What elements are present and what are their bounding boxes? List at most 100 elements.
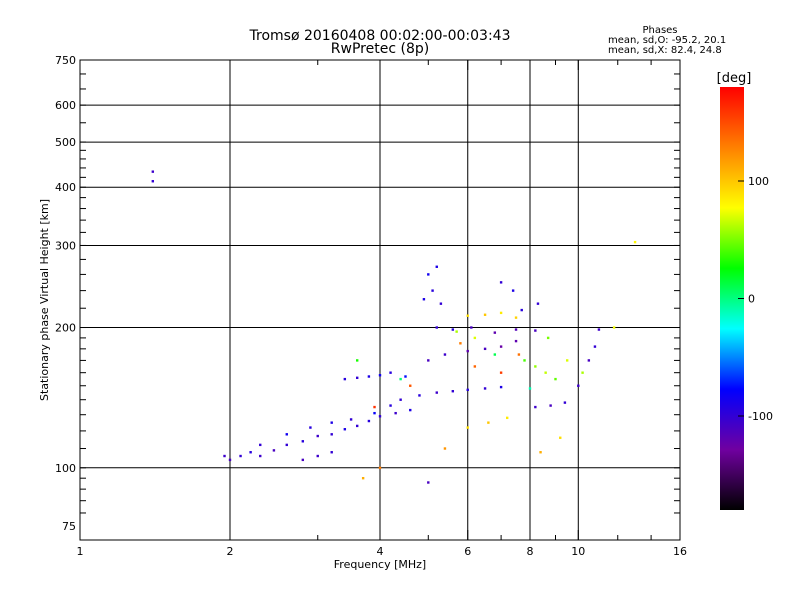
- data-point: [470, 326, 473, 329]
- data-point: [151, 180, 155, 183]
- data-point: [473, 365, 477, 368]
- data-point: [633, 240, 637, 244]
- data-point: [459, 342, 462, 345]
- data-point: [483, 347, 487, 351]
- data-point: [427, 481, 430, 484]
- x-tick-label: 8: [527, 545, 534, 558]
- data-point: [514, 339, 518, 343]
- data-point: [499, 371, 503, 374]
- data-point: [593, 345, 597, 348]
- data-point: [493, 353, 497, 356]
- data-point: [511, 289, 515, 292]
- data-point: [378, 415, 382, 418]
- x-tick-labels: 1 2 4 6 8 10 16: [77, 545, 688, 558]
- data-point: [534, 365, 537, 368]
- data-point: [534, 405, 537, 409]
- data-point: [373, 411, 376, 415]
- data-point: [409, 408, 412, 412]
- data-point: [349, 418, 353, 421]
- data-point: [239, 454, 242, 458]
- axis-ticks: [79, 60, 681, 540]
- y-tick-label: 500: [55, 136, 76, 149]
- data-point: [427, 359, 430, 362]
- data-point: [422, 298, 426, 301]
- stats-heading: Phases: [642, 25, 677, 36]
- data-point: [466, 349, 469, 353]
- data-point: [285, 433, 288, 436]
- data-point: [223, 454, 226, 458]
- data-point: [439, 302, 443, 305]
- data-point: [517, 353, 521, 356]
- data-point: [581, 371, 584, 374]
- data-point: [389, 371, 392, 374]
- x-axis-label: Frequency [MHz]: [334, 558, 426, 571]
- data-point: [451, 328, 455, 331]
- colorbar-unit: [deg]: [717, 71, 752, 86]
- data-point: [427, 273, 430, 276]
- data-point: [435, 265, 438, 268]
- stats-line-o: mean, sd,O: -95.2, 20.1: [608, 35, 726, 46]
- data-point: [487, 421, 490, 424]
- y-tick-labels: 75 100 200 300 400 500 600 750: [55, 54, 76, 533]
- y-axis-label: Stationary phase Virtual Height [km]: [38, 199, 51, 401]
- data-point: [539, 451, 542, 454]
- data-point: [355, 359, 359, 362]
- data-point: [301, 440, 305, 443]
- data-point: [546, 336, 550, 340]
- x-tick-label: 4: [377, 545, 384, 558]
- chart-title: Tromsø 20160408 00:02:00-00:03:43: [249, 28, 511, 44]
- data-point: [493, 331, 497, 334]
- data-point: [563, 401, 567, 404]
- data-point: [316, 454, 319, 458]
- y-tick-label: 300: [55, 239, 76, 252]
- chart-subtitle: RwPretec (8p): [331, 41, 429, 57]
- data-point: [466, 426, 469, 429]
- data-point: [554, 377, 557, 381]
- data-point: [399, 398, 402, 401]
- data-point: [499, 281, 503, 284]
- x-tick-label: 6: [464, 545, 471, 558]
- data-point: [499, 345, 503, 348]
- data-point: [330, 451, 333, 454]
- data-point: [536, 302, 540, 305]
- y-tick-label: 200: [55, 322, 76, 335]
- data-point: [443, 447, 447, 450]
- data-point: [435, 326, 438, 329]
- data-point: [443, 353, 447, 356]
- grid-lines: [80, 60, 680, 540]
- data-point: [343, 377, 347, 381]
- data-point: [483, 387, 487, 390]
- data-point: [534, 329, 537, 332]
- data-point: [301, 458, 305, 462]
- data-point: [389, 404, 392, 407]
- data-point: [330, 433, 333, 436]
- data-point: [399, 377, 402, 381]
- data-point: [431, 289, 434, 292]
- data-point: [483, 313, 487, 316]
- colorbar-ticks: 100 0 -100: [738, 175, 773, 423]
- data-point: [505, 416, 509, 420]
- data-point: [523, 359, 526, 362]
- data-point: [418, 394, 421, 397]
- colorbar-tick-label: 100: [748, 175, 769, 188]
- y-tick-label: 400: [55, 181, 76, 194]
- data-point: [373, 405, 376, 409]
- x-tick-label: 10: [571, 545, 585, 558]
- data-point: [316, 434, 319, 438]
- data-point: [249, 451, 252, 454]
- data-point: [435, 391, 438, 394]
- data-point: [355, 424, 359, 428]
- data-point: [565, 359, 569, 362]
- data-point: [367, 375, 371, 378]
- data-point: [378, 374, 382, 377]
- data-point: [355, 376, 359, 380]
- data-point: [612, 326, 616, 329]
- data-point: [272, 449, 276, 452]
- data-point: [473, 336, 477, 340]
- data-point: [361, 476, 365, 480]
- data-point: [587, 359, 591, 362]
- data-point: [466, 314, 469, 317]
- x-tick-label: 2: [227, 545, 234, 558]
- x-tick-label: 1: [77, 545, 84, 558]
